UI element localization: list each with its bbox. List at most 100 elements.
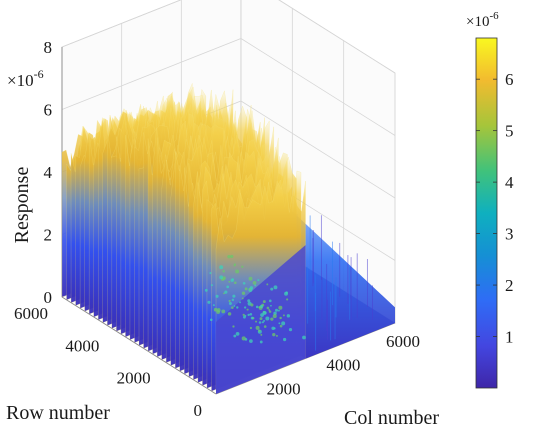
surface-highlight: [231, 298, 235, 302]
surface-highlight: [250, 303, 254, 307]
z-tick-label: 6: [44, 101, 53, 120]
surface-highlight: [233, 334, 237, 338]
surface-highlight: [228, 299, 231, 303]
surface-highlight: [258, 329, 261, 332]
surface-highlight: [244, 306, 247, 309]
surface-highlight: [219, 275, 224, 280]
surface-highlight: [241, 297, 244, 300]
colorbar-tick-label: 2: [505, 276, 514, 295]
surface-highlight: [259, 340, 263, 344]
row-tick-label: 0: [194, 401, 203, 420]
colorbar-tick-label: 5: [505, 122, 514, 141]
surface-highlight: [242, 281, 246, 285]
surface-highlight: [239, 301, 241, 304]
surface-highlight: [209, 318, 213, 322]
surface-highlight: [271, 326, 275, 331]
z-tick-label: 2: [44, 226, 53, 245]
surface-highlight: [250, 316, 254, 320]
surface-highlight: [270, 317, 274, 321]
surface-highlight: [228, 280, 231, 283]
surface-data: [61, 83, 395, 395]
surface-highlight: [262, 300, 266, 304]
z-tick-label: 8: [44, 38, 53, 57]
surface-highlight: [234, 281, 237, 285]
surface-highlight: [233, 263, 237, 266]
surface-highlight: [249, 326, 253, 330]
surface-highlight: [241, 265, 244, 268]
surface-highlight: [254, 284, 257, 287]
surface-highlight: [258, 321, 262, 324]
surface-highlight: [231, 306, 234, 309]
surface-highlight: [242, 313, 245, 317]
surface-highlight: [279, 316, 282, 320]
row-tick-label: 6000: [14, 304, 48, 323]
surface-highlight: [232, 325, 235, 328]
surface-highlight: [282, 314, 285, 317]
surface-highlight: [272, 314, 277, 319]
surface-highlight: [247, 299, 251, 303]
surface-highlight: [248, 288, 251, 291]
surface-highlight: [270, 287, 274, 291]
surface-highlight: [244, 287, 248, 291]
surface-highlight: [219, 265, 224, 270]
z-tick-label: 0: [44, 288, 53, 307]
surface-highlight: [257, 279, 260, 282]
col-axis-label: Col number: [344, 407, 439, 429]
surface-highlight: [255, 305, 259, 309]
surface-highlight: [241, 336, 246, 341]
surface-highlight: [235, 269, 240, 274]
surface-highlight: [215, 294, 219, 298]
colorbar-tick-label: 3: [505, 225, 514, 244]
colorbar: ×10-6 1 2 3 4 5 6: [466, 10, 514, 389]
surface-highlight: [262, 310, 267, 315]
z-tick-label: 4: [44, 163, 53, 182]
z-axis-label: Response: [11, 167, 33, 244]
colorbar-tick-label: 6: [505, 70, 514, 89]
surface-highlight: [274, 308, 278, 312]
surface-highlight: [252, 281, 257, 285]
surface-highlight: [270, 304, 272, 307]
surface-highlight: [273, 285, 278, 290]
surface-highlight: [285, 291, 288, 294]
col-tick-label: 6000: [386, 332, 420, 351]
surface-highlight: [255, 320, 258, 323]
surface-highlight: [282, 337, 287, 342]
surface-highlight: [212, 304, 215, 307]
surface-highlight: [246, 308, 249, 311]
surface-highlight: [286, 314, 291, 318]
surface-highlight: [259, 317, 263, 321]
surface-highlight: [302, 335, 306, 340]
row-axis-label: Row number: [6, 402, 110, 424]
surface-highlight: [279, 324, 283, 328]
surface-highlight: [288, 328, 293, 332]
surface-highlight: [281, 321, 286, 326]
surface-highlight: [227, 254, 231, 259]
row-tick-label: 4000: [65, 336, 99, 355]
surface-highlight: [278, 305, 283, 310]
surface-highlight: [286, 298, 289, 301]
surface-highlight: [268, 299, 272, 303]
surface-highlight: [235, 331, 240, 336]
surface-highlight: [268, 308, 271, 311]
surface-highlight: [236, 306, 239, 309]
colorbar-exponent: ×10-6: [466, 10, 499, 30]
surface-highlight: [216, 308, 221, 313]
surface-highlight: [222, 270, 225, 273]
surface-highlight: [266, 283, 269, 286]
surface-highlight: [278, 322, 281, 325]
colorbar-tick-label: 4: [505, 173, 514, 192]
col-tick-label: 4000: [326, 356, 360, 375]
surface-highlight: [230, 278, 234, 282]
surface-highlight: [265, 316, 270, 321]
surface-highlight: [233, 305, 236, 307]
col-tick-label: 2000: [267, 379, 301, 398]
colorbar-tick-label: 1: [505, 328, 514, 347]
surface-highlight: [230, 254, 234, 258]
surface-highlight: [232, 294, 236, 298]
surface-highlight: [258, 306, 261, 309]
surface-highlight: [272, 333, 276, 337]
surface-highlight: [248, 276, 253, 281]
surface-highlight: [249, 339, 253, 343]
